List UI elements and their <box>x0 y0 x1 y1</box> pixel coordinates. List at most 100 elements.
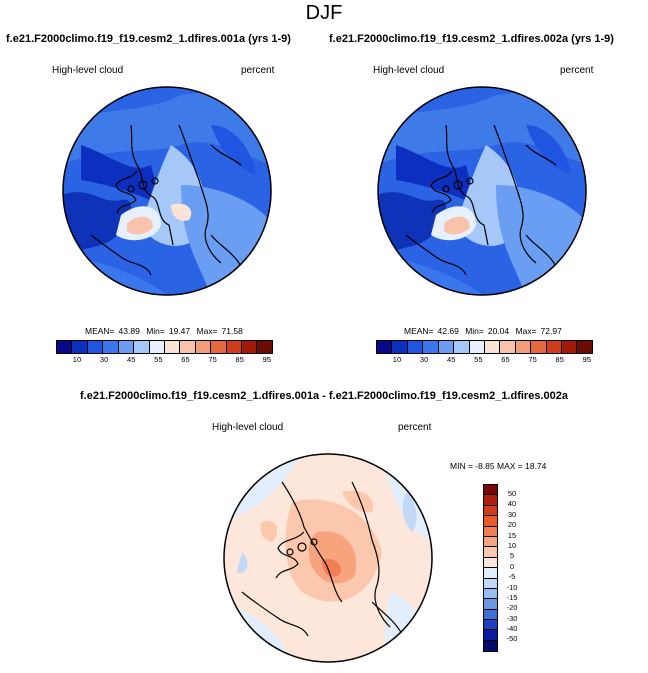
colorbar-tick-label: -5 <box>508 572 516 582</box>
left-mean-label: MEAN= <box>85 326 115 336</box>
colorbar-tick-label: 85 <box>235 355 244 364</box>
right-colorbar <box>376 340 593 354</box>
colorbar-swatch <box>377 341 393 353</box>
right-polar-map <box>377 86 587 296</box>
left-polar-map <box>62 86 272 296</box>
colorbar-swatch <box>392 341 408 353</box>
colorbar-swatch <box>562 341 578 353</box>
colorbar-swatch <box>423 341 439 353</box>
left-stats: MEAN= 43.89 Min= 19.47 Max= 71.58 <box>85 326 247 336</box>
difference-polar-map <box>223 453 433 663</box>
left-units-label: percent <box>241 65 275 76</box>
colorbar-swatch <box>484 630 497 641</box>
left-variable-label: High-level cloud <box>52 65 124 76</box>
colorbar-tick-label: 40 <box>507 499 517 509</box>
left-max-value: 71.58 <box>221 326 243 336</box>
colorbar-swatch <box>484 640 497 652</box>
colorbar-tick-label: 15 <box>507 530 517 540</box>
colorbar-swatch <box>469 341 485 353</box>
colorbar-tick-label: 45 <box>127 355 136 364</box>
colorbar-tick-label: 65 <box>501 355 510 364</box>
right-mean-label: MEAN= <box>404 326 434 336</box>
colorbar-swatch <box>546 341 563 353</box>
colorbar-swatch <box>164 341 181 353</box>
colorbar-tick-label: 10 <box>72 355 82 364</box>
diff-min-max-label: MIN = -8.85 MAX = 18.74 <box>450 461 547 471</box>
colorbar-swatch <box>407 341 424 353</box>
colorbar-tick-label: -10 <box>506 582 518 592</box>
colorbar-tick-label: 65 <box>181 355 190 364</box>
colorbar-tick-label: 50 <box>507 489 517 498</box>
colorbar-swatch <box>484 495 497 506</box>
colorbar-tick-label: -40 <box>506 624 518 634</box>
colorbar-swatch <box>103 341 119 353</box>
colorbar-swatch <box>438 341 455 353</box>
colorbar-tick-label: 95 <box>262 355 271 364</box>
right-colorbar-labels: 10 30 45 55 65 75 85 95 <box>376 355 593 364</box>
colorbar-swatch <box>484 485 497 496</box>
colorbar-swatch <box>484 557 497 569</box>
colorbar-swatch <box>195 341 212 353</box>
right-mean-value: 42.69 <box>437 326 459 336</box>
left-colorbar <box>56 340 273 354</box>
season-title: DJF <box>305 2 343 24</box>
colorbar-swatch <box>87 341 104 353</box>
colorbar-tick-label: 5 <box>509 551 515 561</box>
right-units-label: percent <box>560 65 594 76</box>
colorbar-swatch <box>484 620 497 631</box>
colorbar-tick-label: 55 <box>154 355 163 364</box>
case-title-left: f.e21.F2000climo.f19_f19.cesm2_1.dfires.… <box>6 33 291 45</box>
colorbar-swatch <box>484 505 497 517</box>
diff-colorbar-labels: 50 40 30 20 15 10 5 0 -5 -10 -15 -20 -30 -40 -50 <box>499 489 525 645</box>
colorbar-tick-label: -20 <box>506 603 518 613</box>
right-min-label: Min= <box>465 326 484 336</box>
colorbar-swatch <box>226 341 243 353</box>
colorbar-swatch <box>531 341 547 353</box>
colorbar-swatch <box>118 341 135 353</box>
colorbar-swatch <box>500 341 516 353</box>
colorbar-tick-label: 0 <box>509 561 515 571</box>
colorbar-swatch <box>72 341 88 353</box>
colorbar-tick-label: 85 <box>555 355 564 364</box>
colorbar-swatch <box>484 609 497 621</box>
left-min-label: Min= <box>146 326 165 336</box>
left-max-label: Max= <box>196 326 218 336</box>
colorbar-swatch <box>484 536 497 548</box>
colorbar-swatch <box>211 341 227 353</box>
case-title-right: f.e21.F2000climo.f19_f19.cesm2_1.dfires.… <box>329 33 614 45</box>
colorbar-swatch <box>149 341 165 353</box>
colorbar-swatch <box>454 341 470 353</box>
colorbar-swatch <box>257 341 272 353</box>
colorbar-swatch <box>577 341 592 353</box>
colorbar-tick-label: 45 <box>447 355 456 364</box>
colorbar-tick-label: 75 <box>208 355 217 364</box>
colorbar-tick-label: -30 <box>506 613 518 623</box>
left-colorbar-labels: 10 30 45 55 65 75 85 95 <box>56 355 273 364</box>
left-min-value: 19.47 <box>168 326 191 336</box>
right-variable-label: High-level cloud <box>373 65 445 76</box>
colorbar-swatch <box>484 526 497 537</box>
colorbar-swatch <box>484 578 497 589</box>
colorbar-tick-label: 55 <box>474 355 483 364</box>
colorbar-swatch <box>484 568 497 579</box>
diff-variable-label: High-level cloud <box>212 422 284 433</box>
right-min-value: 20.04 <box>487 326 510 336</box>
difference-title: f.e21.F2000climo.f19_f19.cesm2_1.dfires.… <box>80 390 568 402</box>
colorbar-tick-label: 10 <box>507 540 517 550</box>
diff-colorbar <box>483 484 498 653</box>
colorbar-tick-label: 30 <box>419 355 429 364</box>
left-mean-value: 43.89 <box>118 326 140 336</box>
right-max-label: Max= <box>515 326 537 336</box>
colorbar-swatch <box>242 341 258 353</box>
colorbar-swatch <box>180 341 196 353</box>
colorbar-swatch <box>134 341 150 353</box>
colorbar-tick-label: 20 <box>507 520 517 530</box>
colorbar-swatch <box>484 341 501 353</box>
colorbar-tick-label: 30 <box>507 509 517 519</box>
colorbar-tick-label: 30 <box>99 355 109 364</box>
right-stats: MEAN= 42.69 Min= 20.04 Max= 72.97 <box>404 326 566 336</box>
colorbar-tick-label: -15 <box>506 592 518 602</box>
colorbar-swatch <box>515 341 532 353</box>
colorbar-swatch <box>484 599 497 610</box>
colorbar-tick-label: -50 <box>506 634 518 644</box>
